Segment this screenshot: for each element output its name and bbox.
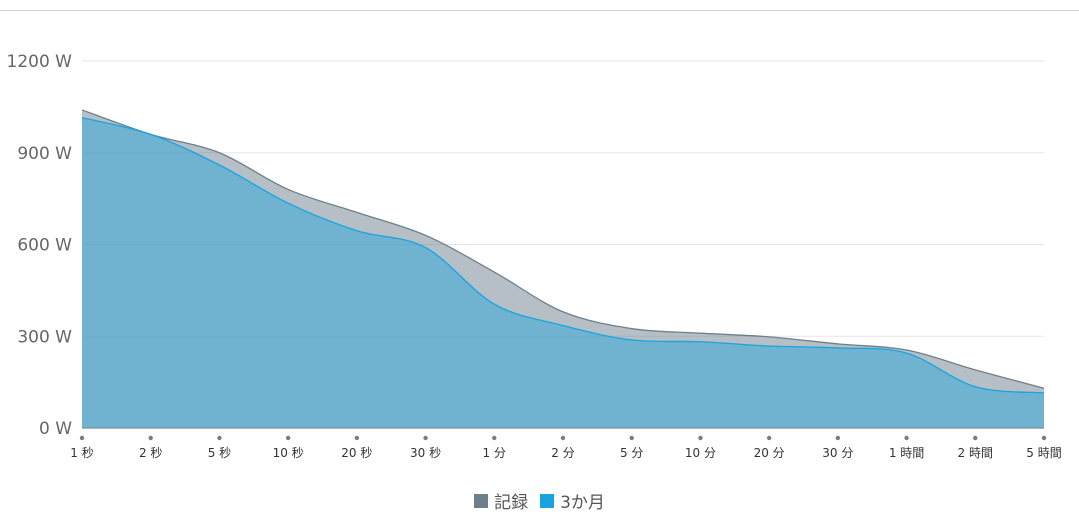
legend: 記録 3か月 bbox=[0, 488, 1079, 513]
x-tick-dot bbox=[973, 435, 978, 441]
x-tick-dot bbox=[766, 435, 772, 441]
x-tick-dot bbox=[354, 435, 360, 441]
x-tick-label: 5 分 bbox=[620, 446, 643, 460]
top-divider bbox=[0, 10, 1079, 11]
x-tick-label: 30 分 bbox=[822, 446, 853, 460]
series-area-3months bbox=[82, 117, 1044, 429]
x-tick-label: 10 秒 bbox=[273, 446, 304, 460]
x-tick-dot bbox=[148, 435, 153, 441]
x-tick-dot bbox=[1041, 435, 1047, 441]
legend-label-records: 記録 bbox=[494, 493, 529, 513]
legend-item-records[interactable]: 記録 bbox=[474, 488, 528, 513]
y-axis-ticks: 0 W 300 W 600 W 900 W 1200 W bbox=[7, 52, 73, 439]
y-tick-label: 600 W bbox=[17, 236, 72, 256]
x-tick-dot bbox=[904, 435, 909, 441]
y-tick-label: 900 W bbox=[17, 144, 72, 164]
x-tick-label: 30 秒 bbox=[410, 446, 441, 460]
x-tick-dot bbox=[698, 435, 703, 441]
legend-label-3months: 3か月 bbox=[560, 493, 605, 513]
x-tick-label: 2 秒 bbox=[139, 446, 162, 460]
x-tick-dot bbox=[285, 435, 291, 441]
x-tick-label: 1 秒 bbox=[70, 446, 93, 460]
series-area-records bbox=[82, 109, 1044, 428]
series-area-3months-line bbox=[81, 116, 1045, 394]
y-tick-label: 300 W bbox=[17, 327, 72, 347]
x-tick-label: 5 秒 bbox=[208, 446, 231, 460]
series-area-records-line bbox=[81, 109, 1045, 389]
legend-item-3months[interactable]: 3か月 bbox=[540, 488, 605, 513]
power-curve-chart: 0 W 300 W 600 W 900 W 1200 W 1 秒 2 秒 5 秒 10 秒 20… bbox=[7, 52, 1062, 460]
x-tick-dot bbox=[79, 435, 85, 441]
x-tick-dot bbox=[423, 435, 428, 441]
y-tick-label: 1200 W bbox=[7, 52, 73, 72]
x-tick-dot bbox=[560, 435, 566, 441]
x-tick-dot bbox=[492, 435, 497, 441]
x-tick-label: 5 時間 bbox=[1026, 446, 1061, 460]
y-tick-label: 0 W bbox=[39, 419, 72, 439]
legend-swatch-records bbox=[474, 493, 489, 508]
x-tick-dot bbox=[217, 435, 222, 441]
x-tick-dot bbox=[629, 435, 634, 441]
legend-swatch-3months bbox=[540, 493, 555, 508]
x-tick-label: 1 時間 bbox=[889, 446, 924, 460]
x-tick-label: 20 秒 bbox=[341, 446, 372, 460]
x-tick-label: 1 分 bbox=[483, 446, 506, 460]
x-tick-dot bbox=[835, 435, 841, 441]
x-tick-label: 10 分 bbox=[685, 446, 716, 460]
x-axis-ticks: 1 秒 2 秒 5 秒 10 秒 20 秒 30 秒 1 分 2 分 5 分 10 分 20 分 30… bbox=[70, 435, 1062, 460]
x-tick-label: 2 分 bbox=[551, 446, 574, 460]
series-areas bbox=[81, 109, 1045, 429]
x-tick-label: 20 分 bbox=[754, 446, 785, 460]
x-tick-label: 2 時間 bbox=[958, 446, 993, 460]
